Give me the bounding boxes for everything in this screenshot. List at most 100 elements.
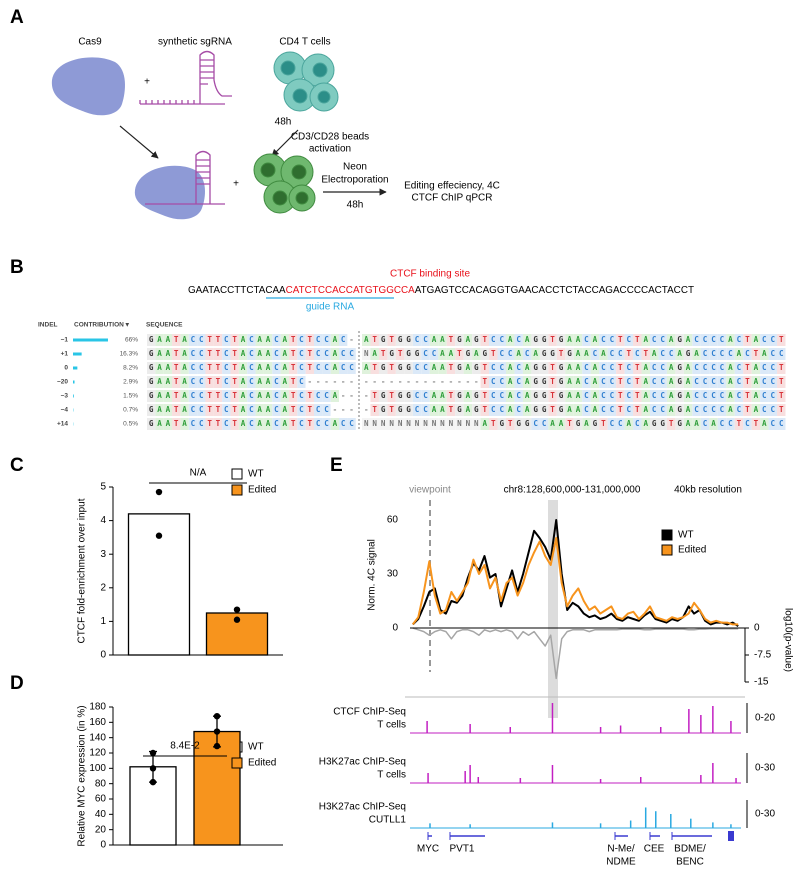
base-bg [339, 376, 348, 388]
gene-block [728, 831, 734, 841]
y-tick-label: 60 [387, 515, 399, 526]
base-bg [446, 418, 456, 430]
base-bg [305, 362, 314, 374]
base-bg [147, 348, 156, 360]
base-bg [599, 390, 608, 402]
table-header[interactable]: CONTRIBUTION ▾ [74, 322, 130, 329]
base-bg [188, 418, 198, 430]
base-bg [163, 376, 173, 388]
base-bg [370, 404, 379, 416]
base-bg [213, 362, 223, 374]
base-bg [641, 390, 650, 402]
base-bg [438, 334, 447, 346]
base-bg [760, 418, 769, 430]
y2-axis-label: log10(p-value) [782, 608, 793, 672]
table-header: INDEL [38, 322, 58, 329]
base-bg [230, 404, 239, 416]
base-bg [172, 404, 181, 416]
base-bg [522, 418, 532, 430]
bar [205, 612, 269, 656]
base-bg [322, 362, 331, 374]
base-bg [255, 334, 264, 346]
base-bg [347, 334, 356, 346]
data-point [149, 778, 157, 786]
base-bg [339, 334, 348, 346]
base-bg [472, 418, 481, 430]
legend-label: WT [678, 530, 694, 541]
base-bg [539, 348, 549, 360]
base-bg [172, 390, 181, 402]
base-bg [230, 334, 239, 346]
base-bg [322, 348, 331, 360]
base-bg [230, 390, 239, 402]
base-bg [531, 376, 540, 388]
base-bg [624, 404, 634, 416]
indel: +1 [61, 351, 69, 358]
base-bg [548, 390, 557, 402]
base-bg [582, 362, 591, 374]
base-bg [339, 418, 348, 430]
base-bg [446, 348, 456, 360]
base-bg [548, 362, 557, 374]
y-tick-label: 180 [89, 702, 106, 713]
base-bg [751, 348, 761, 360]
base-bg [700, 404, 710, 416]
indel: −4 [61, 407, 69, 414]
sequence-bg [362, 418, 786, 430]
base-bg [305, 418, 314, 430]
base-bg [531, 390, 540, 402]
base-bg [556, 418, 566, 430]
base-bg [288, 376, 298, 388]
base-bg [446, 376, 456, 388]
base-bg [238, 390, 248, 402]
y-axis-label: Norm. 4C signal [367, 539, 378, 611]
base-bg [489, 348, 498, 360]
base-bg [247, 334, 256, 346]
base-bg [222, 390, 231, 402]
base-bg [726, 376, 735, 388]
base-bg [599, 348, 608, 360]
base-bg [522, 404, 532, 416]
base-bg [573, 418, 583, 430]
y-tick-label: 0 [100, 840, 106, 851]
base-bg [616, 390, 625, 402]
sequence-bg [362, 390, 786, 402]
base-bg [429, 348, 439, 360]
base-bg [412, 404, 422, 416]
contribution-bar [73, 380, 75, 384]
base-bg [197, 404, 206, 416]
y-tick-label: 100 [89, 763, 106, 774]
y-tick-label: 0 [100, 650, 106, 661]
sequence-bg [147, 418, 356, 430]
base-bg [726, 404, 735, 416]
base-bg [455, 404, 464, 416]
y-tick-label: 0 [392, 623, 398, 634]
base-bg [565, 404, 574, 416]
base-bg [472, 334, 481, 346]
base-bg [556, 334, 566, 346]
base-bg [531, 348, 540, 360]
base-bg [438, 390, 447, 402]
base-bg [438, 376, 447, 388]
base-bg [726, 334, 735, 346]
base-bg [666, 348, 676, 360]
base-bg [247, 362, 256, 374]
base-bg [438, 404, 447, 416]
base-bg [624, 418, 634, 430]
base-bg [272, 404, 281, 416]
y2-tick-label: -7.5 [754, 650, 772, 661]
base-bg [556, 390, 566, 402]
panel-letter: B [10, 257, 24, 278]
sgrna-shape [139, 50, 232, 105]
base-bg [155, 418, 164, 430]
base-bg [314, 334, 323, 346]
contribution-label: 1.5% [123, 393, 138, 400]
base-bg [683, 404, 693, 416]
base-bg [238, 348, 248, 360]
base-bg [463, 362, 473, 374]
base-bg [539, 404, 549, 416]
base-bg [717, 376, 727, 388]
base-bg [768, 362, 778, 374]
base-bg [743, 404, 752, 416]
base-bg [205, 404, 214, 416]
